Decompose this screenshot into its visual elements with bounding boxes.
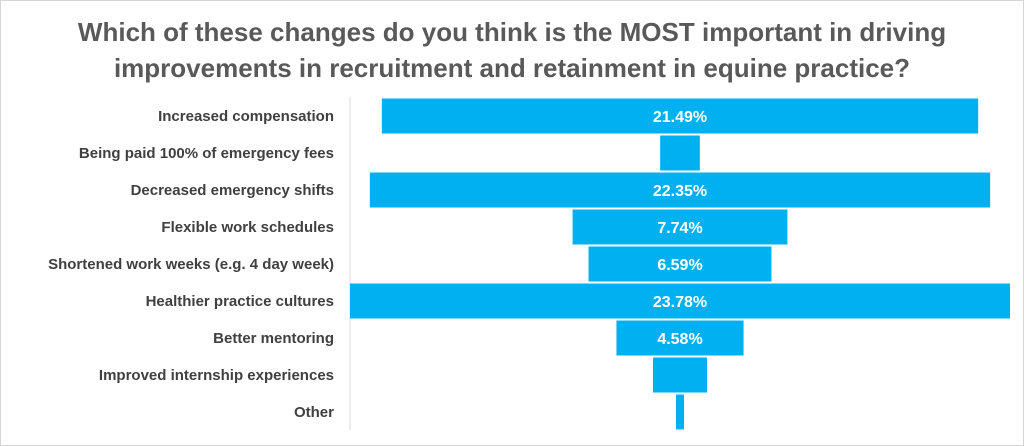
bar-better-mentoring: [616, 320, 744, 356]
category-label: Better mentoring: [213, 330, 334, 347]
bar-other: [675, 394, 685, 430]
category-label: Healthier practice cultures: [146, 293, 334, 310]
data-label: 23.78%: [653, 294, 707, 311]
bar-decreased-emergency-shifts: [369, 172, 991, 208]
chart-title: Which of these changes do you think is t…: [0, 14, 1024, 86]
category-label: Decreased emergency shifts: [131, 182, 334, 199]
category-label: Increased compensation: [158, 108, 334, 125]
category-label: Shortened work weeks (e.g. 4 day week): [48, 256, 334, 273]
category-label: Flexible work schedules: [161, 219, 334, 236]
data-label: 7.74%: [657, 220, 702, 237]
bar-increased-compensation: [381, 98, 979, 134]
bar-being-paid-100-of-emergency-fees: [660, 135, 700, 171]
data-label: 4.58%: [657, 331, 702, 348]
data-label: 21.49%: [653, 109, 707, 126]
category-label: Being paid 100% of emergency fees: [79, 145, 334, 162]
category-label: Improved internship experiences: [99, 367, 334, 384]
chart-title-line-2: improvements in recruitment and retainme…: [113, 53, 911, 83]
chart-title-line-1: Which of these changes do you think is t…: [77, 17, 947, 47]
data-label: 22.35%: [653, 183, 707, 200]
category-label: Other: [294, 404, 334, 421]
bar-healthier-practice-cultures: [350, 283, 1010, 319]
data-label: 6.59%: [657, 257, 702, 274]
bar-flexible-work-schedules: [572, 209, 788, 245]
bar-improved-internship-experiences: [652, 357, 708, 393]
bar-shortened-work-weeks-e-g-4-day-week: [588, 246, 772, 282]
